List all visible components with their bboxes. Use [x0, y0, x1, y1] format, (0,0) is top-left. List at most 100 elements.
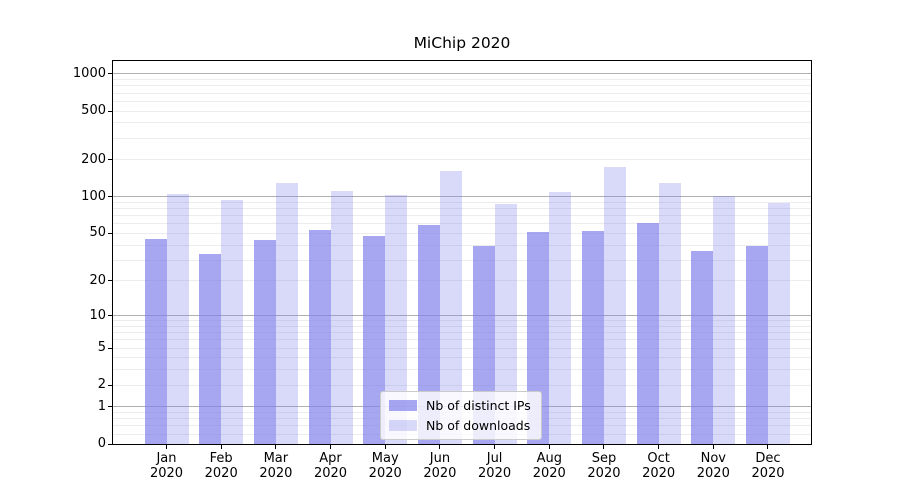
x-tick-mark [330, 445, 332, 449]
x-tick-label-nov: Nov 2020 [696, 451, 730, 481]
bar-downloads-jul [494, 204, 517, 444]
x-tick-label-may: May 2020 [368, 451, 402, 481]
y-tick-label: 50 [89, 225, 106, 241]
bar-downloads-feb [221, 199, 244, 444]
y-minor-gridline [113, 79, 811, 81]
x-tick-label-oct: Oct 2020 [642, 451, 676, 481]
x-tick-mark [548, 445, 550, 449]
legend-swatch-downloads [389, 420, 417, 431]
bar-distinct-ips-dec [745, 246, 768, 444]
x-tick-mark [275, 445, 277, 449]
x-tick-label-feb: Feb 2020 [204, 451, 238, 481]
y-tick-mark [108, 232, 112, 234]
y-minor-gridline [113, 339, 811, 341]
y-minor-gridline [113, 280, 811, 282]
bar-distinct-ips-jan [144, 238, 167, 444]
plot-area [112, 60, 812, 445]
legend-item-distinct-ips: Nb of distinct IPs [389, 398, 531, 413]
x-tick-mark [712, 445, 714, 449]
bar-distinct-ips-feb [199, 253, 222, 444]
x-tick-label-dec: Dec 2020 [751, 451, 785, 481]
y-minor-gridline [113, 259, 811, 261]
y-minor-gridline [113, 325, 811, 327]
y-minor-gridline [113, 347, 811, 349]
y-minor-gridline [113, 320, 811, 322]
bar-downloads-dec [767, 203, 790, 444]
bar-downloads-may [385, 194, 408, 444]
y-tick-mark [108, 406, 112, 408]
bar-distinct-ips-mar [253, 240, 276, 444]
y-tick-label: 10 [89, 307, 106, 323]
bar-downloads-aug [549, 191, 572, 444]
y-tick-mark [108, 443, 112, 445]
y-major-gridline [113, 196, 811, 198]
y-minor-gridline [113, 332, 811, 334]
y-tick-mark [108, 315, 112, 317]
x-tick-label-sep: Sep 2020 [587, 451, 621, 481]
x-tick-label-apr: Apr 2020 [313, 451, 348, 481]
y-tick-label: 200 [81, 151, 106, 167]
bar-downloads-jun [439, 170, 462, 444]
y-tick-mark [108, 384, 112, 386]
y-minor-gridline [113, 85, 811, 87]
y-minor-gridline [113, 159, 811, 161]
legend-item-downloads: Nb of downloads [389, 418, 531, 433]
x-tick-label-aug: Aug 2020 [532, 451, 566, 481]
y-minor-gridline [113, 100, 811, 102]
y-tick-label: 5 [97, 340, 106, 356]
y-minor-gridline [113, 215, 811, 217]
y-minor-gridline [113, 369, 811, 371]
y-tick-mark [108, 159, 112, 161]
x-tick-mark [220, 445, 222, 449]
bar-distinct-ips-nov [691, 250, 714, 444]
y-minor-gridline [113, 122, 811, 124]
legend-label-downloads: Nb of downloads [426, 418, 531, 433]
legend-label-distinct-ips: Nb of distinct IPs [426, 398, 531, 413]
y-minor-gridline [113, 223, 811, 225]
x-tick-mark [603, 445, 605, 449]
x-tick-mark [384, 445, 386, 449]
y-minor-gridline [113, 137, 811, 139]
y-tick-mark [108, 280, 112, 282]
y-tick-mark [108, 347, 112, 349]
x-tick-label-jan: Jan 2020 [149, 451, 184, 481]
x-tick-mark [767, 445, 769, 449]
bar-distinct-ips-sep [581, 231, 604, 444]
bar-distinct-ips-oct [636, 222, 659, 444]
bar-downloads-jan [166, 194, 189, 444]
bar-downloads-nov [713, 195, 736, 444]
legend: Nb of distinct IPs Nb of downloads [380, 391, 542, 440]
y-minor-gridline [113, 232, 811, 234]
y-minor-gridline [113, 384, 811, 386]
y-tick-mark [108, 73, 112, 75]
x-tick-label-jul: Jul 2020 [478, 451, 512, 481]
y-minor-gridline [113, 110, 811, 112]
legend-swatch-distinct-ips [389, 400, 417, 411]
y-tick-label: 1000 [72, 65, 106, 81]
bar-distinct-ips-apr [308, 230, 331, 444]
y-minor-gridline [113, 208, 811, 210]
x-tick-label-mar: Mar 2020 [259, 451, 293, 481]
bar-downloads-oct [658, 182, 681, 444]
y-minor-gridline [113, 92, 811, 94]
y-tick-label: 0 [97, 436, 106, 451]
bar-downloads-mar [275, 182, 298, 444]
y-minor-gridline [113, 201, 811, 203]
x-tick-mark [494, 445, 496, 449]
y-tick-label: 2 [97, 377, 106, 393]
bar-downloads-apr [330, 190, 353, 444]
y-minor-gridline [113, 244, 811, 246]
x-tick-mark [658, 445, 660, 449]
y-minor-gridline [113, 357, 811, 359]
x-tick-mark [439, 445, 441, 449]
x-tick-mark [166, 445, 167, 449]
y-tick-label: 1 [97, 398, 106, 414]
y-major-gridline [113, 315, 811, 317]
y-tick-mark [108, 196, 112, 198]
bar-distinct-ips-may [363, 235, 386, 444]
y-major-gridline [113, 73, 811, 75]
y-tick-label: 100 [81, 188, 106, 204]
bar-downloads-sep [603, 167, 626, 444]
y-tick-label: 20 [89, 272, 106, 288]
